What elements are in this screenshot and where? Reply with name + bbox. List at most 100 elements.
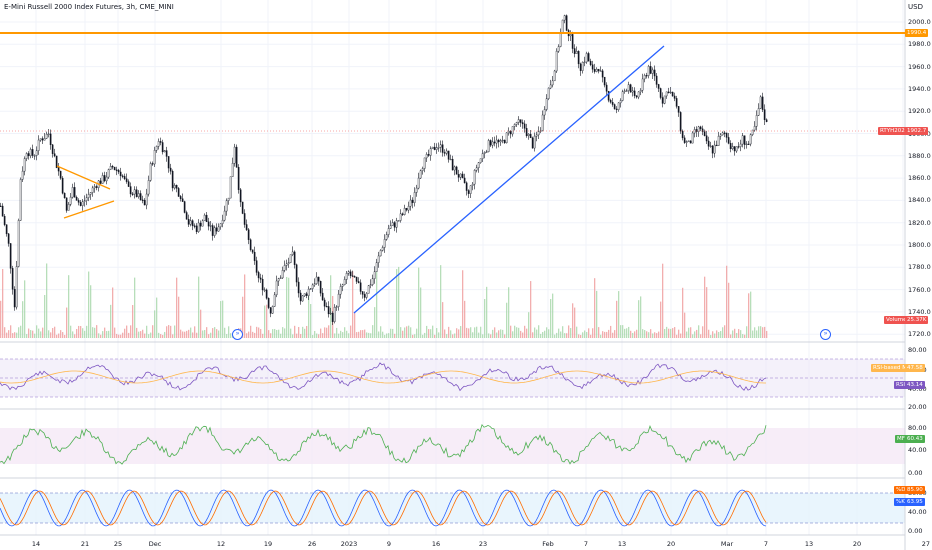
volume-bar [260,329,262,338]
volume-bar [92,327,94,338]
candle-body [623,90,626,92]
volume-bar [182,331,184,338]
candle-body [277,278,280,282]
volume-bar [412,334,414,338]
volume-bar [152,325,154,338]
candle-body [353,276,356,278]
volume-bar [250,325,252,338]
volume-bar [204,330,206,338]
candle-body [651,69,654,74]
candle-body [375,262,378,272]
volume-bar [436,328,438,338]
candle-body [81,201,84,206]
candle-body [457,174,460,178]
volume-bar [450,330,452,338]
candle-body [175,185,178,189]
volume-bar [418,267,420,338]
volume-bar [154,310,156,338]
go-to-realtime-button[interactable]: » [820,329,831,340]
symbol-title[interactable]: E-Mini Russell 2000 Index Futures, 3h, C… [4,3,174,11]
volume-bar [628,326,630,338]
volume-bar [708,329,710,338]
candle-body [323,299,326,307]
candle-body [39,138,42,141]
volume-bar [614,330,616,338]
candle-body [581,61,584,71]
candle-body [763,109,766,120]
candle-body [91,187,94,193]
candle-body [519,119,522,123]
volume-bar [586,331,588,338]
volume-bar [148,334,150,338]
candle-body [293,251,296,265]
candle-body [145,193,148,206]
candle-body [377,255,380,263]
mfi-series [0,423,767,465]
volume-bar [284,328,286,338]
triangle-upper-line[interactable] [56,165,111,190]
volume-bar [368,332,370,338]
candle-body [633,90,636,96]
volume-bar [128,332,130,338]
price-tick-label: 1960.0 [908,62,931,71]
candle-body [287,262,290,265]
volume-bar [90,285,92,338]
volume-bar [124,328,126,338]
candle-body [87,194,90,198]
candle-body [587,53,590,62]
volume-bar [422,334,424,338]
candle-body [161,142,164,153]
trend-line[interactable] [353,45,665,314]
candle-body [195,225,198,232]
volume-bar [758,326,760,338]
candle-body [297,281,300,294]
volume-bar [680,333,682,338]
price-tick-label: 1880.0 [908,151,931,160]
candle-body [589,60,592,65]
candle-body [373,271,376,279]
volume-bar [318,334,320,338]
candle-body [337,293,340,307]
volume-bar [298,326,300,338]
candle-body [553,70,556,82]
volume-bar [500,329,502,338]
triangle-lower-line[interactable] [63,200,115,219]
candle-body [721,132,724,136]
volume-bar [484,299,486,338]
volume-bar [384,334,386,338]
candle-body [413,192,416,203]
candle-body [329,312,332,315]
volume-bar [616,300,618,338]
candle-body [499,140,502,143]
go-to-realtime-button[interactable]: » [232,329,243,340]
volume-bar [266,304,268,338]
candle-body [423,157,426,169]
volume-bar [610,325,612,338]
volume-bar [316,333,318,338]
volume-bar [212,328,214,338]
candle-body [111,166,114,168]
volume-bar [388,333,390,338]
candle-body [559,32,562,47]
rsi-series [0,362,767,392]
volume-bar [402,330,404,338]
volume-bar [600,334,602,338]
volume-bar [430,329,432,338]
candle-body [493,141,496,144]
volume-bar [116,333,118,338]
candle-body [231,163,234,177]
rsi-tick-label: 20.00 [908,403,927,411]
volume-bar [406,326,408,338]
candle-body [489,140,492,146]
volume-bar [664,328,666,338]
candle-body [259,277,262,280]
candle-body [11,268,14,290]
volume-bar [302,326,304,338]
candle-body [103,175,106,182]
candle-body [233,146,236,164]
candle-body [441,144,444,153]
volume-bar [534,327,536,338]
candle-body [577,51,580,65]
volume-bar [334,333,336,338]
